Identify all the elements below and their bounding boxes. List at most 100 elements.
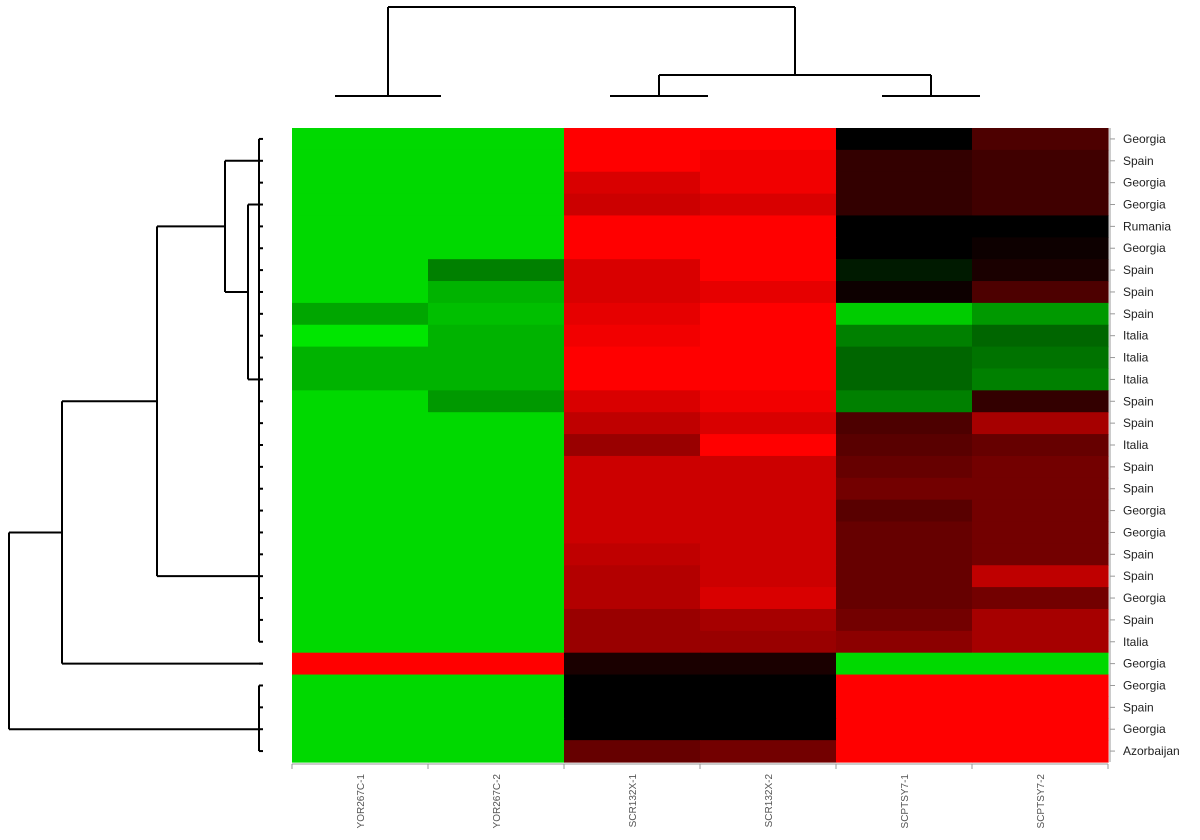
row-label: Spain [1123,700,1154,714]
heatmap-cell [428,215,565,238]
row-label: Georgia [1123,591,1166,605]
row-dendrogram [8,137,263,753]
heatmap-cell [564,455,701,479]
heatmap-cell [836,608,973,632]
heatmap-cell [292,652,429,676]
heatmap-cell [564,630,701,654]
row-label: Spain [1123,263,1154,277]
heatmap-cell [836,215,973,238]
heatmap-cell [428,521,565,544]
heatmap-cell [700,499,837,523]
heatmap-cell [972,171,1109,195]
heatmap-cell [428,587,565,610]
heatmap-cell [428,171,565,195]
heatmap-cell [836,259,973,282]
heatmap-cell [428,193,565,217]
heatmap-cell [428,237,565,260]
heatmap-cell [428,128,565,151]
heatmap-cell [972,215,1109,238]
heatmap-cell [700,608,837,632]
heatmap-cell [428,630,565,654]
column-label: YOR267C-2 [492,774,503,829]
heatmap-cell [972,499,1109,523]
heatmap-cell [292,587,429,610]
row-label: Georgia [1123,176,1166,190]
heatmap-cell [972,455,1109,479]
heatmap-cell [972,324,1109,348]
heatmap-cell [564,324,701,348]
heatmap-cell [700,652,837,676]
heatmap-cell [292,543,429,566]
row-label: Spain [1123,482,1154,496]
heatmap-cell [836,455,973,479]
heatmap-cell [836,368,973,391]
row-label: Italia [1123,438,1149,452]
heatmap-cell [972,674,1109,698]
heatmap-cell [428,674,565,698]
heatmap-cell [972,608,1109,632]
heatmap-cell [564,587,701,610]
heatmap-cell [972,718,1109,741]
heatmap-cell [428,696,565,719]
heatmap-axes [291,128,1115,769]
heatmap-cell [972,587,1109,610]
row-labels: Georgia Spain Georgia Georgia Rumania Georgia… [1123,132,1180,758]
heatmap-cell [700,346,837,370]
heatmap-cell [292,565,429,588]
heatmap-cell [700,740,837,763]
row-label: Georgia [1123,504,1166,518]
heatmap-cells [292,128,1109,763]
heatmap-cell [700,455,837,479]
heatmap-cell [292,499,429,523]
heatmap-cell [700,215,837,238]
heatmap-cell [292,434,429,457]
heatmap-cell [428,477,565,501]
row-label: Italia [1123,635,1149,649]
heatmap-cell [700,149,837,173]
heatmap-cell [836,302,973,326]
heatmap-cell [700,302,837,326]
heatmap-cell [564,215,701,238]
heatmap-cell [836,674,973,698]
heatmap-cell [972,565,1109,588]
heatmap-cell [564,368,701,391]
heatmap-cell [292,521,429,544]
heatmap-cell [564,390,701,413]
heatmap-cell [836,149,973,173]
heatmap-cell [564,740,701,763]
heatmap-cell [564,259,701,282]
heatmap-cell [564,193,701,217]
heatmap-cell [836,477,973,501]
heatmap-cell [700,521,837,544]
heatmap-cell [700,630,837,654]
heatmap-cell [292,412,429,435]
heatmap-cell [292,281,429,304]
heatmap-cell [292,171,429,195]
heatmap-cell [564,149,701,173]
row-label: Spain [1123,394,1154,408]
heatmap-cell [292,718,429,741]
heatmap-cell [836,565,973,588]
heatmap-cell [700,368,837,391]
heatmap-cell [564,499,701,523]
heatmap-cell [700,128,837,151]
row-label: Spain [1123,416,1154,430]
heatmap-cell [564,281,701,304]
heatmap-cell [972,346,1109,370]
column-label: SCPTSY7-1 [900,774,911,829]
heatmap-cell [428,652,565,676]
row-label: Georgia [1123,678,1166,692]
heatmap-cell [700,696,837,719]
heatmap-cell [292,390,429,413]
heatmap-cell [292,608,429,632]
column-labels: YOR267C-1 YOR267C-2 SCR132X-1 SCR132X-2 SCPT… [356,774,1047,829]
heatmap-cell [428,281,565,304]
row-label: Italia [1123,372,1149,386]
row-label: Spain [1123,460,1154,474]
heatmap-cell [564,718,701,741]
heatmap-cell [564,237,701,260]
heatmap-cell [564,652,701,676]
heatmap-cell [836,718,973,741]
heatmap-cell [428,740,565,763]
heatmap-cell [564,412,701,435]
